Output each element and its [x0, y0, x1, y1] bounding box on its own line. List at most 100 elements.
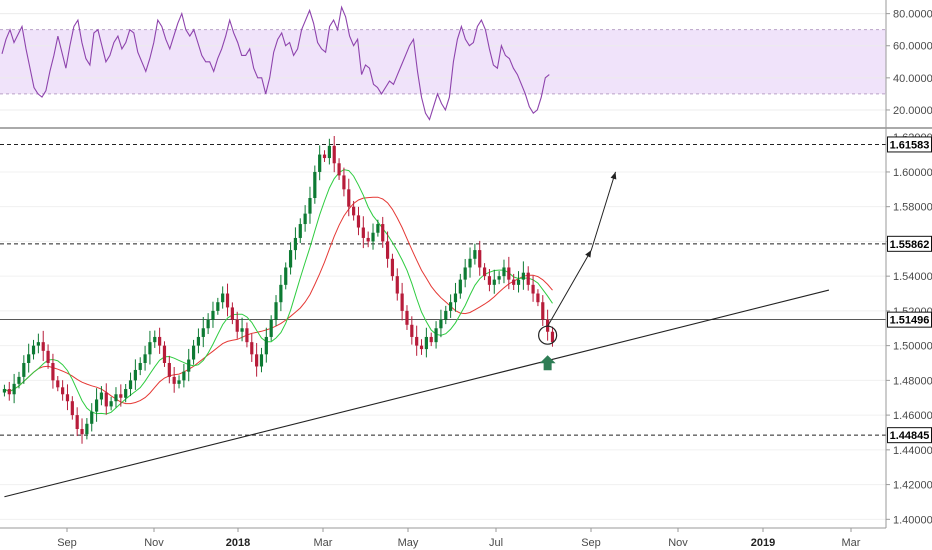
candle-body — [191, 345, 196, 360]
candle — [17, 371, 21, 389]
price-tick-label: 1.40000 — [893, 514, 932, 526]
candle — [2, 384, 7, 397]
candle — [41, 330, 45, 362]
candle-body — [259, 354, 264, 367]
candle-body — [240, 328, 244, 332]
candle-body — [337, 163, 341, 176]
candle — [405, 305, 409, 330]
candle — [61, 380, 65, 401]
candle — [196, 328, 201, 354]
candle-body — [119, 394, 123, 398]
candle — [51, 353, 55, 389]
candle — [80, 418, 84, 444]
candle — [395, 268, 399, 301]
candle-body — [225, 293, 230, 308]
price-tick-label: 1.60000 — [893, 167, 932, 179]
candle-body — [536, 293, 540, 303]
candle-body — [172, 376, 176, 384]
candle — [36, 333, 40, 354]
candle-body — [342, 175, 346, 190]
candle-body — [99, 392, 104, 400]
candle — [303, 205, 307, 232]
candle-body — [269, 319, 273, 337]
candle-body — [434, 328, 438, 343]
candle — [182, 363, 186, 388]
candle — [153, 330, 157, 348]
candle-body — [497, 276, 501, 280]
candle — [65, 384, 70, 411]
candle — [191, 339, 196, 365]
candle — [444, 305, 448, 325]
candle — [27, 343, 31, 373]
candle — [264, 327, 268, 363]
moving-average-slow — [4, 196, 553, 405]
candle — [255, 343, 259, 377]
candle — [94, 388, 99, 422]
candle — [512, 273, 516, 291]
candle-body — [255, 354, 259, 367]
candle-body — [128, 380, 133, 390]
candle — [119, 384, 123, 407]
candle-body — [182, 371, 186, 381]
candle-body — [439, 319, 443, 329]
candle — [230, 302, 234, 325]
candle — [516, 271, 521, 293]
candle-body — [487, 276, 492, 285]
price-tick-label: 1.48000 — [893, 375, 932, 387]
candle-body — [429, 336, 433, 343]
candle-body — [550, 331, 555, 343]
candle — [128, 372, 133, 397]
candle-body — [313, 171, 317, 198]
candle — [177, 375, 181, 389]
candle — [347, 178, 351, 217]
level-label: 1.61583 — [890, 139, 930, 151]
candle — [521, 261, 525, 290]
candle — [114, 387, 118, 408]
candle-body — [361, 227, 365, 238]
x-tick-label: Sep — [57, 537, 77, 549]
candle — [356, 206, 361, 236]
candle — [478, 240, 482, 276]
candle — [424, 327, 428, 358]
price-tick-label: 1.58000 — [893, 202, 932, 214]
x-tick-label: 2019 — [751, 537, 775, 549]
candle-body — [187, 359, 191, 372]
candle — [279, 274, 283, 312]
candle-body — [327, 145, 331, 159]
candle-body — [366, 237, 370, 242]
candle-body — [293, 237, 298, 251]
candle — [352, 200, 356, 221]
candle — [143, 345, 147, 371]
rsi-tick-label: 20.0000 — [893, 105, 932, 117]
candle-body — [85, 423, 89, 435]
candle-body — [133, 369, 137, 381]
candle — [201, 316, 205, 348]
candle-body — [75, 415, 79, 429]
candle — [381, 216, 385, 248]
candle — [449, 294, 453, 318]
candle-body — [410, 324, 414, 337]
candle-body — [65, 394, 70, 402]
candle — [468, 247, 472, 278]
candle-body — [502, 267, 506, 277]
ascending-trendline[interactable] — [4, 289, 830, 498]
projection-arrow-path[interactable] — [547, 171, 616, 327]
candle-body — [104, 392, 108, 407]
candle-body — [17, 376, 21, 384]
moving-average-fast — [4, 169, 553, 415]
candle-body — [12, 383, 16, 395]
level-badge-inner — [888, 428, 931, 443]
candle — [148, 330, 152, 365]
candle — [536, 289, 540, 307]
candle-body — [143, 354, 147, 363]
candle-body — [153, 336, 157, 343]
candle-body — [56, 380, 60, 388]
level-label: 1.55862 — [890, 239, 930, 251]
candle-body — [347, 189, 351, 207]
candle — [85, 418, 89, 440]
candle-body — [206, 319, 210, 329]
candle-body — [124, 389, 128, 398]
candle — [288, 242, 293, 275]
level-badge-inner — [888, 236, 931, 251]
candle-body — [492, 279, 496, 285]
